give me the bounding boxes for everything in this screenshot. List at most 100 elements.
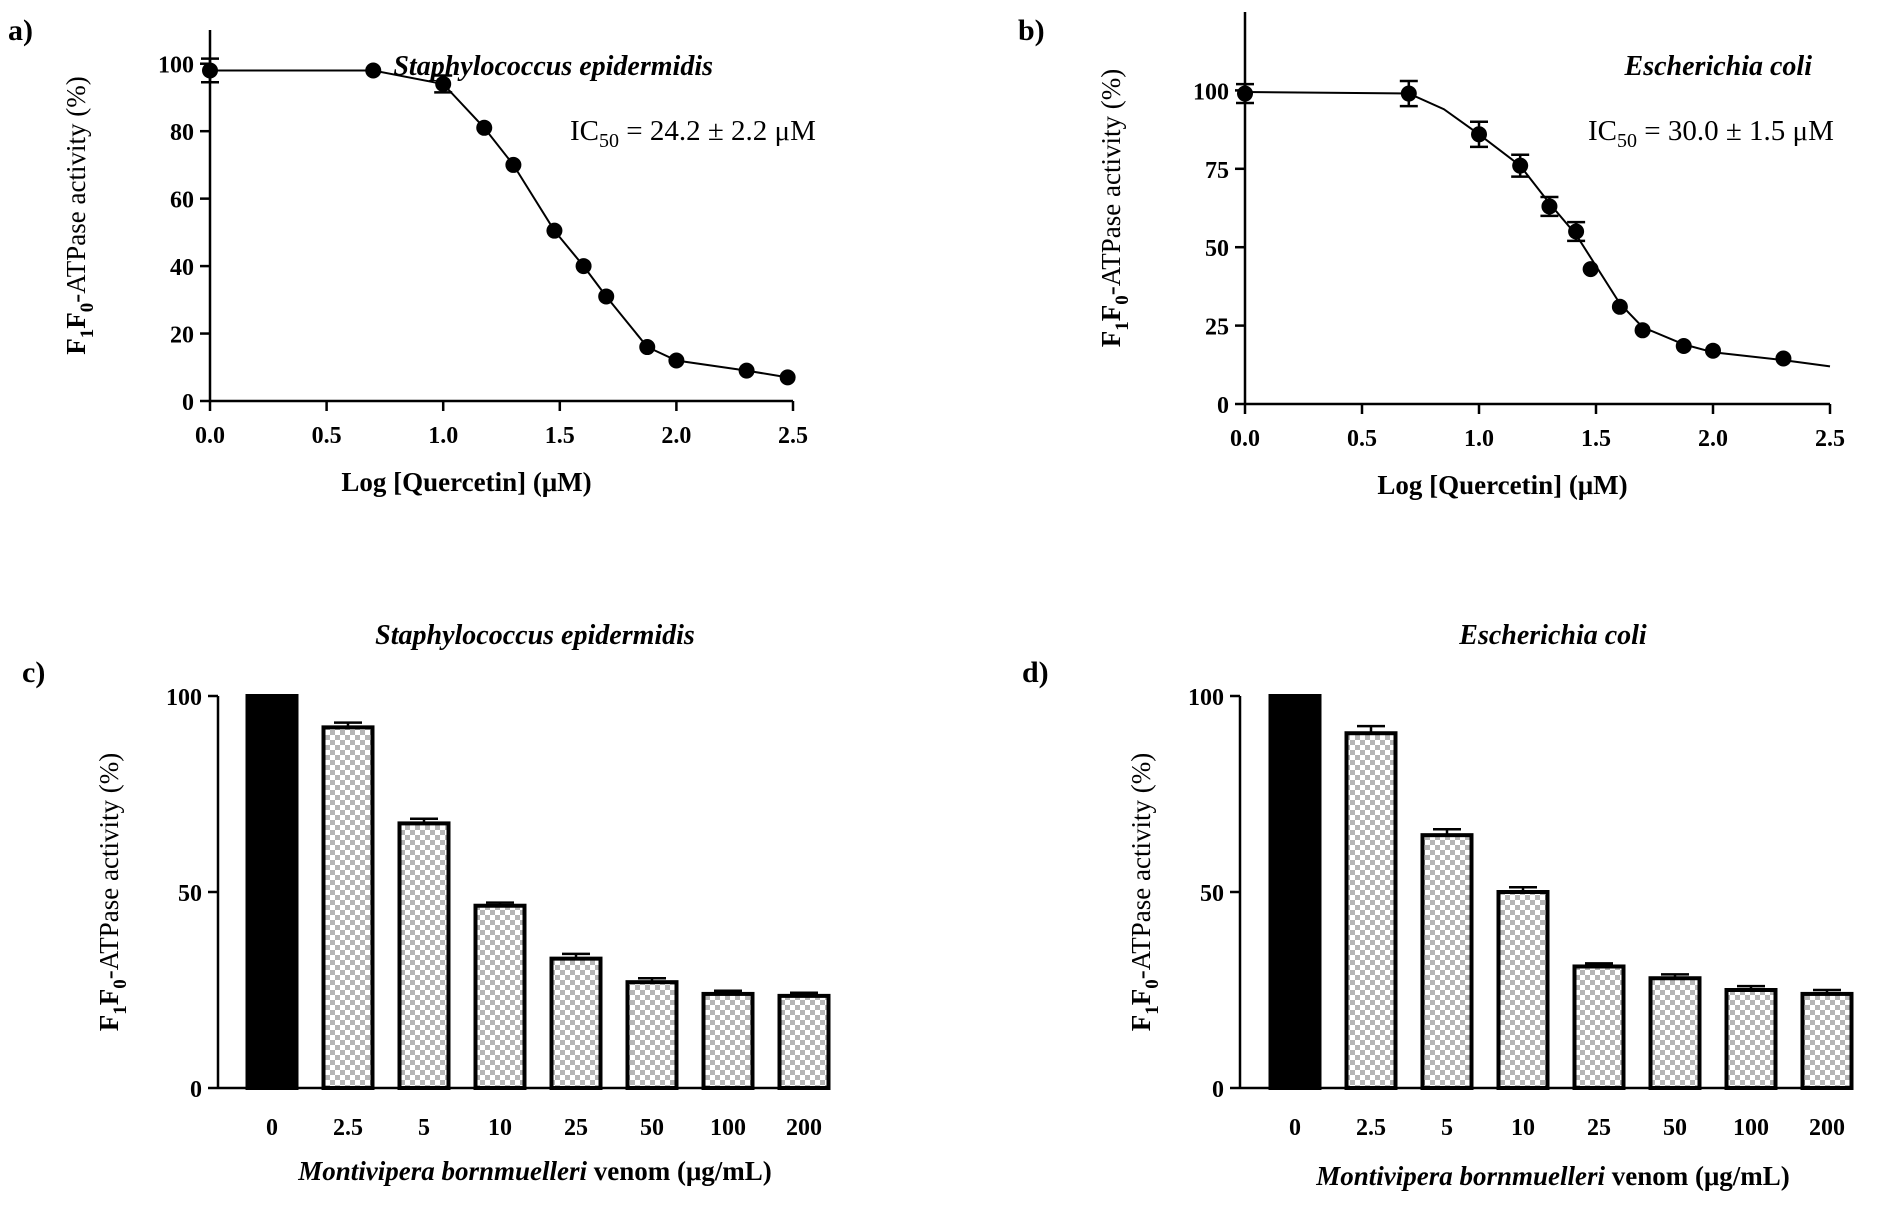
data-point [476,119,493,136]
data-point [1512,157,1529,174]
chart-title: Escherichia coli [1624,51,1813,82]
x-tick-label: 1.5 [1581,426,1611,452]
fit-curve [210,69,788,379]
x-tick-label: 100 [1733,1115,1769,1141]
bar [245,694,299,1090]
bar [397,821,451,1091]
text-span: Montivipera bornmuelleri [1315,1161,1605,1191]
bar [473,903,527,1090]
data-point [1237,85,1253,102]
text-span: 1 [1112,321,1133,331]
text-span: 0 [77,303,98,313]
text-span: IC [570,115,599,147]
y-tick-label: 0 [190,1077,202,1103]
text-span: -ATPase activity (%) [1126,753,1156,979]
text-span: 50 [1617,130,1637,152]
data-point [1568,223,1585,240]
x-axis-title: Log [Quercetin] (μM) [1377,470,1627,500]
bar [1724,988,1778,1090]
text-span: IC [1588,115,1617,147]
text-span: 1 [1142,1005,1163,1015]
y-tick-label: 0 [1212,1077,1224,1103]
x-tick-label: 1.0 [1464,426,1494,452]
x-tick-label: 2.0 [1698,426,1728,452]
text-span: F [1096,305,1126,322]
data-point [575,258,592,275]
x-axis-title: Montivipera bornmuelleri venom (μg/mL) [297,1156,772,1186]
bar [777,993,831,1091]
text-span: 50 [599,130,619,152]
y-axis-title: F1F0-ATPase activity (%) [1096,69,1133,347]
bar [1572,964,1626,1090]
text-span: -ATPase activity (%) [1096,69,1126,295]
ic50-annotation: IC50 = 30.0 ± 1.5 μM [1588,115,1834,152]
x-tick-label: 2.5 [778,423,808,449]
data-point [738,362,755,379]
text-span: F [61,338,91,355]
y-axis-title: F1F0-ATPase activity (%) [61,76,98,354]
bar [1420,833,1474,1090]
x-tick-label: 25 [564,1115,588,1141]
y-axis-title: F1F0-ATPase activity (%) [94,753,131,1031]
panel-label: d) [1022,656,1049,689]
bar [1800,991,1854,1090]
text-span: 1 [77,329,98,339]
bar [1344,731,1398,1090]
x-tick-label: 5 [418,1115,430,1141]
data-point [1634,322,1651,339]
bar [549,956,603,1091]
bar [1648,976,1702,1090]
data-point [668,352,685,369]
x-tick-label: 200 [1809,1115,1845,1141]
bar [1268,694,1322,1090]
x-tick-label: 200 [786,1115,822,1141]
x-tick-label: 0.0 [1230,426,1260,452]
x-tick-label: 10 [488,1115,512,1141]
x-tick-label: 0 [266,1115,278,1141]
x-tick-label: 25 [1587,1115,1611,1141]
data-point [505,156,522,173]
text-span: F [1096,331,1126,348]
text-span: F [1126,989,1156,1006]
data-point [1400,85,1417,102]
y-tick-label: 50 [1200,881,1224,907]
bar [701,991,755,1090]
data-point [1471,126,1487,143]
y-tick-label: 100 [1188,685,1224,711]
y-axis-title: F1F0-ATPase activity (%) [1126,753,1163,1031]
text-span: = 24.2 ± 2.2 μM [619,115,816,147]
text-span: F [61,312,91,329]
data-point [1541,198,1558,215]
x-tick-label: 1.0 [428,423,458,449]
y-tick-label: 100 [1193,79,1229,105]
chart-title: Staphylococcus epidermidis [375,620,695,651]
data-point [1775,350,1792,367]
data-point [598,288,615,305]
x-tick-label: 50 [1663,1115,1687,1141]
text-span: venom (μg/mL) [1605,1161,1790,1191]
x-tick-label: 50 [640,1115,664,1141]
data-point [546,222,563,239]
data-point [1705,342,1721,359]
bar [321,725,375,1090]
text-span: -ATPase activity (%) [94,753,124,979]
panel-label: c) [22,656,45,689]
x-tick-label: 1.5 [545,423,575,449]
text-span: F [1126,1015,1156,1032]
bar [625,980,679,1090]
chart-b: b) Escherichia coli IC50 = 30.0 ± 1.5 μM 0.… [1018,12,1845,500]
text-span: 0 [110,979,131,989]
text-span: -ATPase activity (%) [61,76,91,302]
data-point [1582,261,1599,278]
panel-label: a) [8,14,33,47]
panel-label: b) [1018,14,1045,47]
data-point [1675,337,1692,354]
text-span: 0 [1112,295,1133,305]
text-span: F [94,1015,124,1032]
x-tick-label: 0 [1289,1115,1301,1141]
x-tick-label: 0.5 [312,423,342,449]
y-tick-label: 50 [1205,236,1229,262]
